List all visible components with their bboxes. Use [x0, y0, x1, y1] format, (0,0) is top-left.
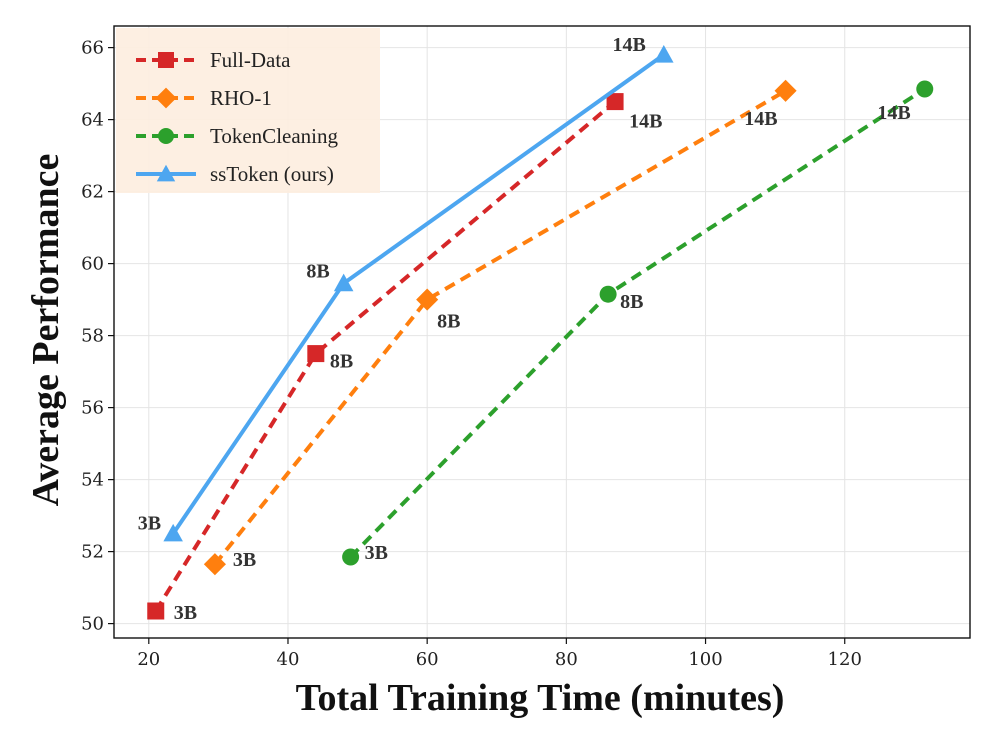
legend-entry-label: Full-Data [210, 48, 291, 72]
diamond-marker [203, 553, 226, 576]
legend-entry-label: ssToken (ours) [210, 162, 334, 186]
legend: Full-Data RHO-1 TokenCleaning ssToken (ours… [116, 28, 380, 193]
point-label: 14B [744, 108, 777, 130]
diamond-marker [155, 87, 177, 109]
circle-marker [342, 548, 360, 566]
y-tick-label: 58 [81, 326, 104, 347]
y-tick-label: 52 [81, 542, 104, 563]
diamond-marker [774, 79, 797, 102]
triangle-marker [333, 273, 354, 292]
legend-entry-label: RHO-1 [210, 86, 272, 110]
diamond-marker [416, 288, 439, 311]
circle-marker [158, 128, 174, 144]
point-label: 14B [877, 102, 910, 124]
grid [114, 26, 970, 638]
series-line [154, 100, 617, 613]
x-tick-label: 80 [555, 649, 578, 670]
x-tick-label: 120 [828, 649, 862, 670]
y-axis-title: Average Performance [25, 154, 67, 507]
point-label: 8B [330, 351, 353, 373]
y-tick-label: 50 [81, 614, 104, 635]
legend-entry-label: TokenCleaning [210, 124, 338, 148]
y-tick-label: 56 [81, 398, 104, 419]
triangle-marker [156, 164, 176, 182]
triangle-marker [654, 45, 674, 63]
series-line [213, 89, 787, 566]
square-marker [606, 93, 624, 111]
point-label: 8B [620, 291, 643, 313]
point-label: 3B [174, 602, 197, 624]
square-marker [307, 345, 325, 363]
plot-frame [113, 25, 971, 639]
x-tick-label: 40 [277, 649, 300, 670]
x-tick-label: 20 [137, 649, 160, 670]
point-label: 3B [365, 542, 388, 564]
y-tick-label: 62 [81, 182, 104, 203]
point-labels: 3B 8B 14B 3B 8B 14B 3B 8B 14B 3B 8B 14B [138, 34, 911, 624]
y-tick-label: 66 [81, 38, 104, 59]
square-marker [147, 602, 165, 620]
point-label: 3B [233, 549, 256, 571]
circle-marker [916, 80, 934, 98]
point-label: 8B [306, 260, 329, 282]
y-ticks: 50 52 54 56 58 60 62 64 66 [81, 38, 114, 635]
point-label: 8B [437, 311, 460, 333]
y-tick-label: 60 [81, 254, 104, 275]
point-label: 14B [629, 111, 662, 133]
y-tick-label: 64 [81, 110, 104, 131]
x-tick-label: 100 [688, 649, 722, 670]
point-label: 14B [612, 34, 645, 56]
y-tick-label: 54 [81, 470, 104, 491]
series-group [147, 45, 934, 620]
circle-marker [599, 285, 617, 303]
triangle-marker [163, 523, 183, 542]
square-marker [158, 52, 174, 68]
point-label: 3B [138, 513, 161, 535]
x-tick-label: 60 [416, 649, 439, 670]
x-ticks: 20 40 60 80 100 120 [137, 638, 862, 670]
x-axis-title: Total Training Time (minutes) [296, 677, 785, 719]
